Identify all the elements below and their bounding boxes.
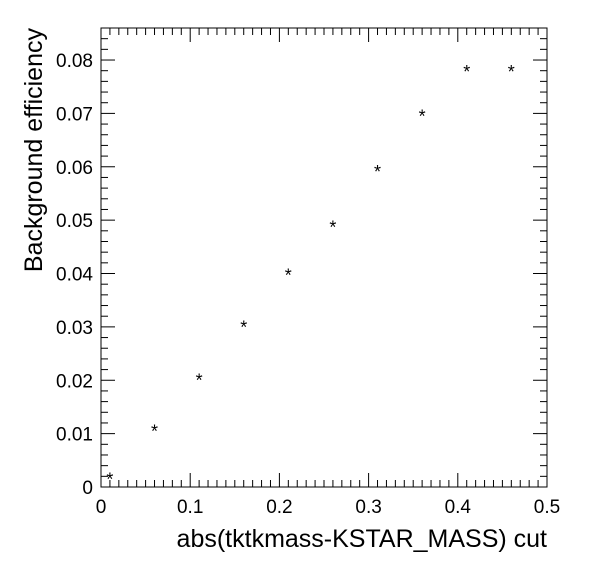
data-point: *	[419, 106, 426, 126]
y-tick-label: 0.03	[56, 318, 93, 339]
y-tick-label: 0	[82, 478, 93, 499]
x-tick-label: 0.2	[266, 497, 292, 518]
y-tick-label: 0.06	[56, 158, 93, 179]
data-points: * * * * * * * * * *	[106, 62, 514, 489]
x-tick-label: 0	[96, 497, 107, 518]
x-tick-label: 0.5	[534, 497, 560, 518]
y-tick-label: 0.01	[56, 425, 93, 446]
y-axis: 0 0.01 0.02 0.03 0.04 0.05 0.06 0.07 0.08	[56, 27, 547, 499]
x-tick-label: 0.1	[177, 497, 203, 518]
data-point: *	[329, 217, 336, 237]
x-tick-label: 0.4	[445, 497, 472, 518]
y-tick-label: 0.08	[56, 51, 93, 72]
data-point: *	[151, 421, 158, 441]
data-point: *	[463, 62, 470, 82]
data-point: *	[285, 266, 292, 286]
data-point: *	[374, 162, 381, 182]
y-tick-label: 0.02	[56, 371, 93, 392]
y-tick-label: 0.05	[56, 211, 93, 232]
x-axis-title: abs(tktkmass-KSTAR_MASS) cut	[177, 525, 548, 553]
x-axis: 0 0.1 0.2 0.3 0.4 0.5	[96, 28, 560, 518]
y-tick-label: 0.04	[56, 265, 93, 286]
y-axis-title: Background efficiency	[20, 28, 48, 273]
data-point: *	[240, 317, 247, 337]
data-point: *	[106, 469, 113, 489]
data-point: *	[196, 371, 203, 391]
y-tick-label: 0.07	[56, 104, 93, 125]
data-point: *	[508, 62, 515, 82]
plot-frame	[100, 27, 548, 488]
x-tick-label: 0.3	[355, 497, 381, 518]
